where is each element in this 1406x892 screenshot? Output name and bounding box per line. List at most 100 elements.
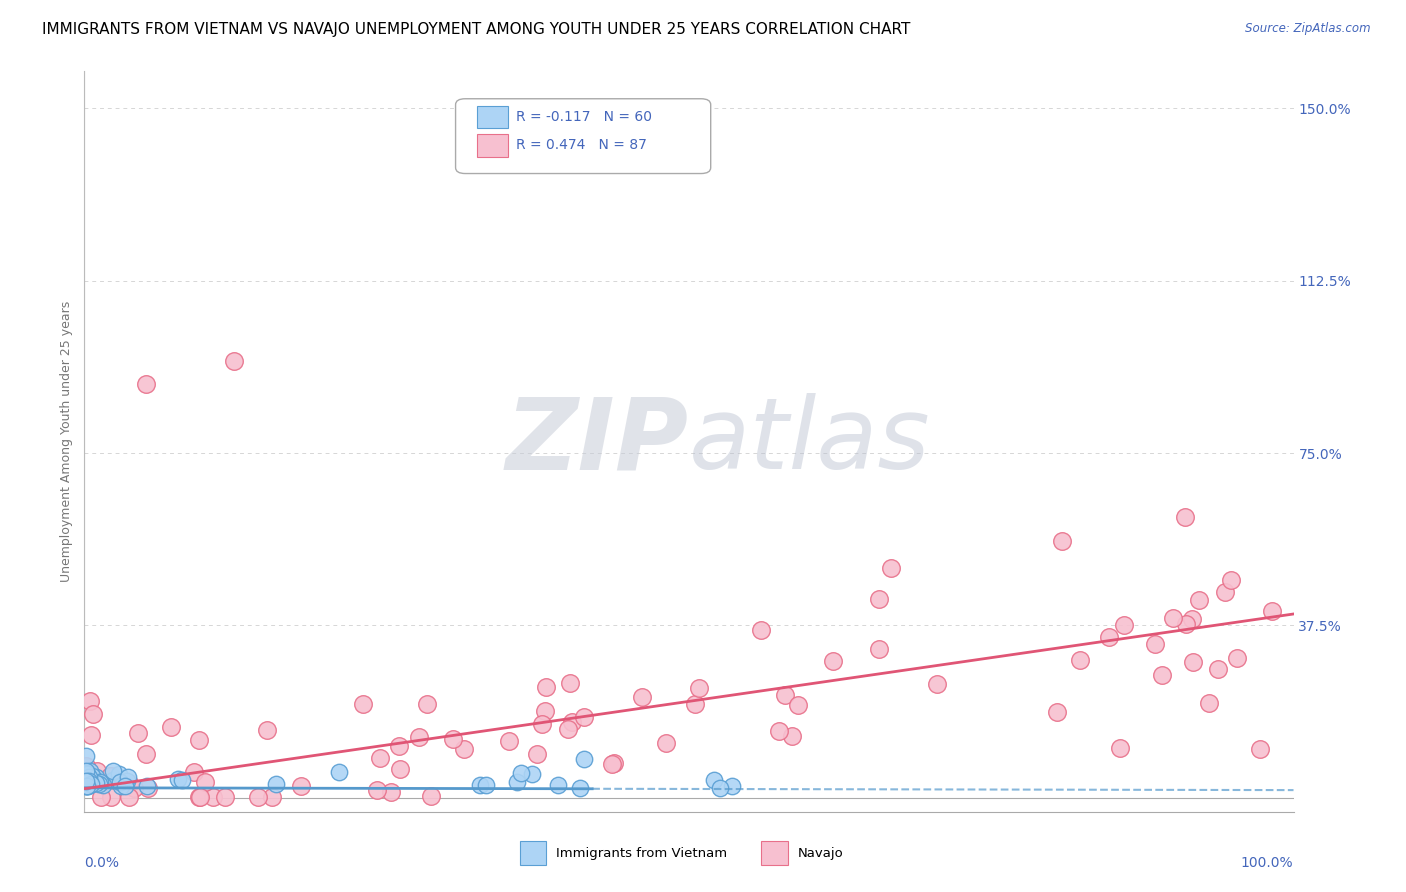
Point: [1226, 651, 1249, 665]
Point: [83, 775, 105, 789]
Point: [77, 773, 100, 788]
Point: [1163, 610, 1185, 624]
Text: atlas: atlas: [689, 393, 931, 490]
Text: R = 0.474   N = 87: R = 0.474 N = 87: [516, 138, 647, 153]
Point: [86, 764, 108, 779]
Point: [264, 777, 287, 791]
Point: [124, 781, 146, 796]
Point: [101, 772, 124, 787]
Point: [89, 774, 111, 789]
Point: [561, 714, 583, 729]
Point: [688, 681, 710, 695]
FancyBboxPatch shape: [456, 99, 710, 174]
Point: [685, 698, 707, 712]
Point: [380, 784, 402, 798]
Point: [75, 772, 97, 787]
Point: [366, 782, 388, 797]
Point: [526, 747, 548, 762]
Point: [1152, 668, 1174, 682]
Point: [557, 722, 579, 736]
Point: [1046, 705, 1069, 719]
Point: [89, 777, 111, 791]
Point: [353, 697, 375, 711]
Point: [869, 641, 891, 656]
Point: [98, 769, 121, 783]
Point: [75, 775, 97, 789]
Point: [77, 778, 100, 792]
Point: [574, 752, 596, 766]
Point: [630, 690, 652, 704]
Point: [135, 377, 157, 392]
Point: [1249, 742, 1271, 756]
Point: [388, 739, 411, 753]
Point: [108, 775, 131, 789]
Point: [100, 769, 122, 783]
Point: [224, 354, 246, 368]
Point: [506, 774, 529, 789]
Point: [520, 766, 543, 780]
Point: [1108, 741, 1130, 756]
Point: [1174, 510, 1197, 524]
Text: 0.0%: 0.0%: [84, 856, 120, 870]
Point: [787, 698, 810, 713]
Point: [79, 693, 101, 707]
Point: [441, 732, 464, 747]
Point: [1182, 655, 1205, 669]
Text: IMMIGRANTS FROM VIETNAM VS NAVAJO UNEMPLOYMENT AMONG YOUTH UNDER 25 YEARS CORREL: IMMIGRANTS FROM VIETNAM VS NAVAJO UNEMPL…: [42, 22, 911, 37]
Point: [118, 775, 141, 789]
Point: [83, 773, 105, 788]
Point: [558, 676, 581, 690]
Point: [75, 774, 97, 789]
Point: [75, 772, 97, 787]
Bar: [478, 106, 508, 128]
Point: [84, 772, 107, 787]
Point: [498, 734, 520, 748]
Point: [202, 790, 225, 805]
Point: [75, 773, 97, 788]
Point: [574, 710, 596, 724]
Point: [775, 689, 797, 703]
Point: [79, 770, 101, 784]
Point: [408, 731, 430, 745]
Point: [328, 764, 350, 779]
Point: [75, 779, 97, 793]
Point: [188, 732, 211, 747]
Point: [136, 780, 159, 795]
Point: [101, 764, 124, 779]
Point: [80, 777, 103, 791]
Point: [76, 779, 98, 793]
Point: [80, 769, 103, 783]
Point: [749, 623, 772, 637]
Point: [1261, 604, 1284, 618]
Point: [75, 775, 97, 789]
Point: [194, 775, 217, 789]
Point: [655, 736, 678, 750]
Point: [388, 762, 411, 776]
Point: [568, 780, 591, 795]
Bar: [478, 135, 508, 156]
Point: [118, 790, 141, 805]
Point: [77, 778, 100, 792]
Point: [214, 790, 236, 805]
Point: [1219, 573, 1241, 587]
Point: [188, 790, 211, 805]
Point: [75, 777, 97, 791]
Point: [1213, 585, 1236, 599]
Point: [117, 773, 139, 788]
Point: [703, 772, 725, 787]
Point: [82, 706, 104, 721]
Text: Navajo: Navajo: [797, 847, 844, 860]
Point: [135, 747, 157, 761]
Point: [110, 779, 132, 793]
Bar: [520, 841, 547, 865]
Point: [720, 779, 742, 793]
Point: [262, 790, 284, 805]
Point: [75, 759, 97, 773]
Point: [170, 772, 193, 787]
Point: [90, 790, 112, 805]
Point: [368, 750, 391, 764]
Point: [75, 748, 97, 763]
Point: [75, 777, 97, 791]
Point: [709, 781, 731, 796]
Point: [419, 789, 441, 803]
